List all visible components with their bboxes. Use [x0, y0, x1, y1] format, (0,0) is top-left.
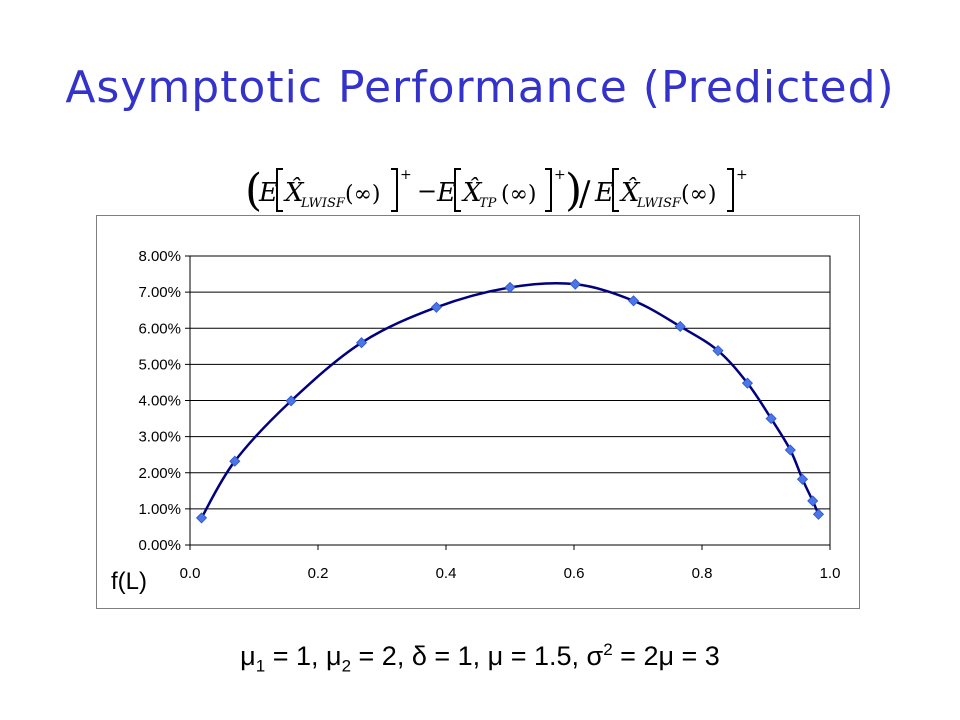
data-point [229, 455, 241, 467]
formula-inf1: (∞) [345, 182, 381, 207]
y-tick-label: 4.00% [138, 393, 181, 410]
formula-xhat2: X̂ [461, 177, 483, 208]
data-point [430, 301, 442, 313]
param-text-1: = 1, [265, 641, 326, 671]
data-point [741, 377, 754, 389]
y-tick-label: 2.00% [138, 465, 181, 482]
mu-symbol: μ [326, 641, 342, 671]
data-point [195, 512, 208, 524]
data-point [712, 345, 724, 357]
sub-1: 1 [255, 656, 266, 676]
param-text-2: = 2, [351, 641, 412, 671]
data-point [784, 444, 796, 456]
y-tick-label: 7.00% [138, 284, 181, 301]
x-tick-label: 0.0 [180, 565, 201, 582]
data-point [807, 495, 819, 507]
delta-symbol: δ [411, 641, 427, 671]
y-tick-label: 8.00% [138, 248, 181, 265]
data-point [355, 337, 368, 349]
param-text-5: = 2 [612, 641, 659, 671]
formula-e1: E [258, 178, 278, 208]
series-points [195, 278, 825, 524]
formula-sub-lwisf1: LWISF [300, 196, 346, 211]
y-tick-label: 5.00% [138, 356, 181, 373]
chart-gridlines [185, 255, 831, 550]
param-text-6: = 3 [674, 641, 720, 671]
data-point [627, 295, 640, 307]
formula-sub-lwisf2: LWISF [636, 196, 682, 211]
sub-2: 2 [341, 656, 352, 676]
formula-e2: E [436, 178, 456, 208]
x-tick-label: 0.6 [564, 565, 585, 582]
formula-inf2: (∞) [501, 182, 537, 207]
y-tick-label: 0.00% [138, 537, 181, 554]
plot-border [189, 255, 831, 546]
formula-e3: E [594, 178, 614, 208]
data-point [569, 278, 581, 290]
param-text-3: = 1, [426, 641, 488, 671]
data-point [812, 508, 825, 520]
x-axis-ticks: 0.0 0.2 0.4 0.6 0.8 1.0 [180, 565, 841, 582]
x-tick-label: 1.0 [820, 565, 841, 582]
chart-area: 0.00% 1.00% 2.00% 3.00% 4.00% 5.00% 6.00% 7.00%… [96, 215, 860, 609]
formula-minus: − [417, 177, 437, 205]
y-axis-ticks: 0.00% 1.00% 2.00% 3.00% 4.00% 5.00% 6.00% 7.00%… [138, 248, 181, 554]
x-tick-label: 0.2 [308, 565, 329, 582]
formula-plus3: + [736, 167, 748, 183]
param-text-4: = 1.5, [503, 641, 587, 671]
formula-rparen: ) [565, 165, 582, 216]
performance-formula: ( E X̂ LWISF (∞) + − E X̂ TP (∞) + ) / E… [245, 165, 748, 216]
y-tick-label: 6.00% [138, 320, 181, 337]
formula-slash: / [579, 174, 591, 214]
y-tick-label: 3.00% [138, 429, 181, 446]
mu-symbol: μ [487, 641, 504, 671]
mu-symbol: μ [658, 641, 675, 671]
formula-plus2: + [554, 167, 566, 183]
data-point [674, 320, 686, 333]
data-point [765, 412, 777, 425]
formula-lparen: ( [245, 165, 262, 216]
slide-title: Asymptotic Performance (Predicted) [65, 62, 895, 113]
formula-inf3: (∞) [681, 182, 717, 207]
mu-symbol: μ [240, 641, 256, 671]
x-axis-label: f(L) [111, 568, 147, 595]
sup-2: 2 [603, 640, 613, 659]
formula-xhat1: X̂ [283, 177, 305, 208]
parameter-caption: μ1 = 1, μ2 = 2, δ = 1, μ = 1.5, σ2 = 2μ … [0, 640, 960, 676]
y-tick-label: 1.00% [138, 501, 181, 518]
formula-xhat3: X̂ [619, 177, 641, 208]
data-point [504, 281, 516, 293]
line-chart: 0.00% 1.00% 2.00% 3.00% 4.00% 5.00% 6.00% 7.00%… [111, 248, 841, 595]
formula-sub-tp: TP [479, 196, 497, 211]
x-tick-label: 0.4 [436, 565, 457, 582]
data-point [796, 473, 809, 485]
data-point [285, 395, 297, 407]
sigma-symbol: σ [586, 641, 604, 671]
x-tick-label: 0.8 [692, 565, 713, 582]
formula-plus1: + [400, 167, 412, 183]
